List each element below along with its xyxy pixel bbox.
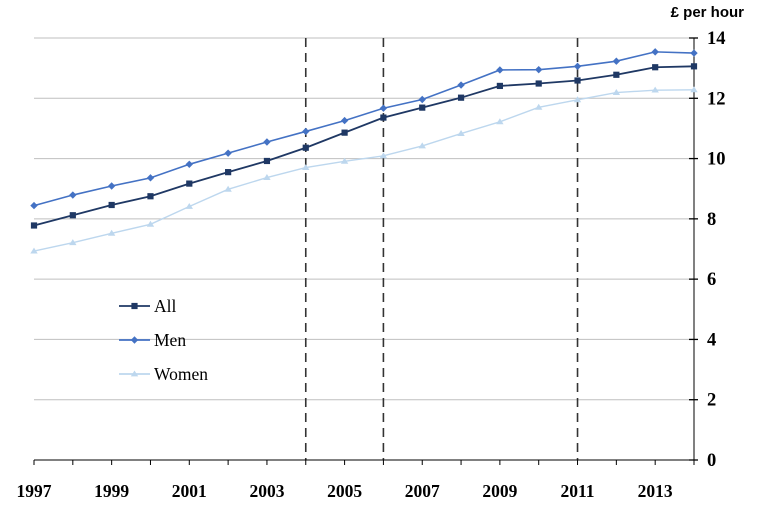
svg-text:12: 12: [707, 89, 726, 109]
svg-text:2011: 2011: [561, 481, 595, 501]
svg-text:14: 14: [707, 29, 726, 49]
svg-text:2009: 2009: [482, 481, 517, 501]
svg-text:2001: 2001: [172, 481, 207, 501]
svg-text:8: 8: [707, 210, 716, 230]
svg-text:1997: 1997: [17, 481, 52, 501]
svg-text:2013: 2013: [638, 481, 673, 501]
svg-text:2003: 2003: [249, 481, 284, 501]
svg-text:Men: Men: [154, 330, 186, 350]
svg-text:2: 2: [707, 391, 716, 411]
svg-text:All: All: [154, 296, 177, 316]
svg-text:6: 6: [707, 270, 716, 290]
svg-text:1999: 1999: [94, 481, 129, 501]
svg-text:2007: 2007: [405, 481, 440, 501]
svg-text:2005: 2005: [327, 481, 362, 501]
svg-text:4: 4: [707, 330, 716, 350]
svg-text:10: 10: [707, 150, 726, 170]
svg-text:0: 0: [707, 451, 716, 471]
svg-text:Women: Women: [154, 364, 208, 384]
